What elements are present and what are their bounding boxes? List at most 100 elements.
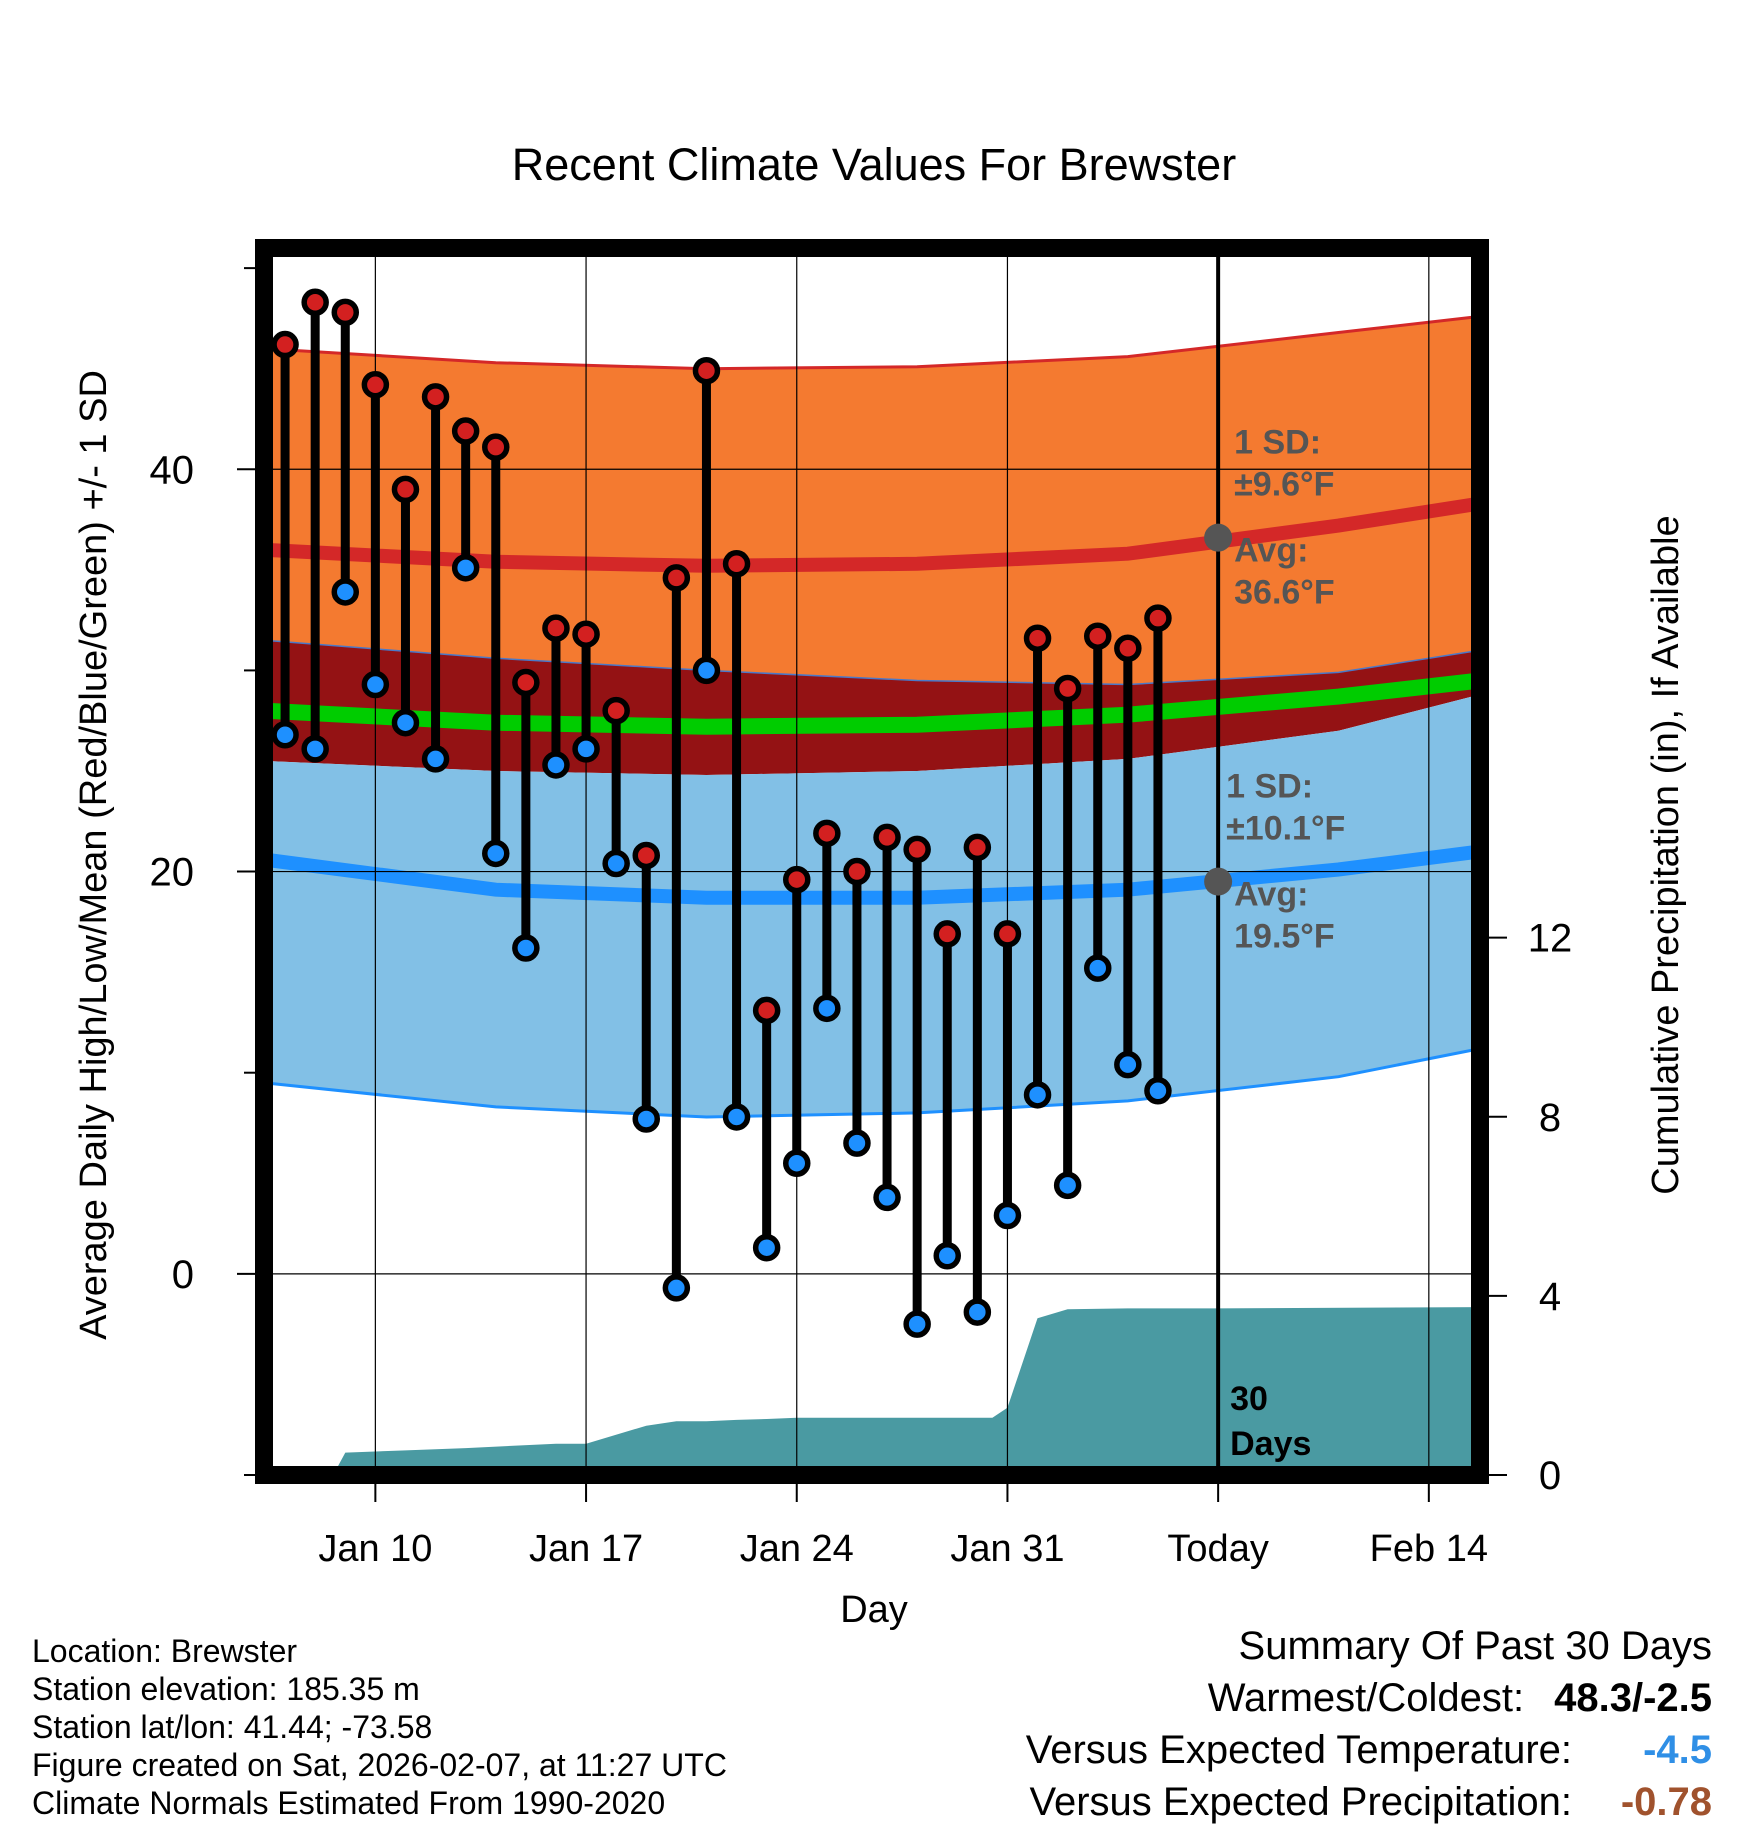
x-tick-label: Jan 17 bbox=[529, 1528, 643, 1570]
normal-mean-band bbox=[264, 640, 1480, 775]
daily-low-point bbox=[271, 721, 299, 749]
daily-high-point bbox=[271, 330, 299, 359]
y-tick-label: 0 bbox=[172, 1253, 194, 1297]
high-sd-label: 1 SD: bbox=[1234, 424, 1321, 462]
daily-high-point bbox=[632, 841, 661, 870]
daily-high-point bbox=[1083, 622, 1112, 650]
daily-low-point bbox=[993, 1201, 1022, 1230]
y2-tick-label: 0 bbox=[1539, 1454, 1561, 1498]
y-tick-label: 20 bbox=[150, 851, 195, 895]
daily-high-point bbox=[301, 288, 329, 317]
summary-warmest-row: Warmest/Coldest: 48.3/-2.5 bbox=[1026, 1672, 1712, 1724]
precipitation-area bbox=[264, 1307, 1480, 1475]
summary-panel: Summary Of Past 30 Days Warmest/Coldest:… bbox=[1026, 1620, 1712, 1828]
daily-high-point bbox=[873, 823, 901, 852]
daily-high-point bbox=[843, 857, 871, 886]
low-avg-value: 19.5°F bbox=[1234, 918, 1335, 956]
summary-temp-row: Versus Expected Temperature: -4.5 bbox=[1026, 1724, 1712, 1776]
normal-low-band bbox=[264, 694, 1480, 1117]
today-high-avg-marker bbox=[1204, 523, 1233, 552]
daily-high-point bbox=[482, 433, 510, 461]
daily-high-point bbox=[361, 371, 390, 399]
daily-low-point bbox=[783, 1149, 811, 1177]
daily-high-point bbox=[813, 819, 841, 848]
summary-warmest-label: Warmest/Coldest: bbox=[1207, 1676, 1525, 1720]
daily-low-point bbox=[903, 1310, 931, 1338]
summary-title: Summary Of Past 30 Days bbox=[1238, 1624, 1712, 1668]
summary-temp-value: -4.5 bbox=[1643, 1728, 1712, 1772]
daily-low-point bbox=[421, 745, 450, 773]
daily-low-point bbox=[813, 994, 841, 1023]
daily-low-point bbox=[542, 751, 570, 779]
low-sd-label: 1 SD: bbox=[1226, 768, 1313, 806]
daily-high-point bbox=[963, 833, 992, 862]
daily-low-point bbox=[632, 1105, 661, 1133]
daily-low-point bbox=[662, 1274, 691, 1302]
daily-high-point bbox=[512, 668, 540, 697]
y2-axis-label: Cumulative Precipitation (in), If Availa… bbox=[1645, 515, 1687, 1194]
high-avg-value: 36.6°F bbox=[1234, 574, 1335, 612]
low-avg-label: Avg: bbox=[1234, 876, 1308, 914]
daily-low-point bbox=[1114, 1050, 1142, 1079]
daily-high-point bbox=[752, 996, 781, 1025]
y2-tick-label: 4 bbox=[1539, 1275, 1561, 1319]
daily-high-point bbox=[542, 614, 570, 642]
daily-high-point bbox=[421, 383, 450, 411]
high-sd-value: ±9.6°F bbox=[1234, 466, 1334, 504]
daily-low-point bbox=[451, 554, 480, 582]
daily-high-point bbox=[572, 620, 600, 648]
daily-low-point bbox=[331, 578, 360, 606]
y-axis-label: Average Daily High/Low/Mean (Red/Blue/Gr… bbox=[73, 370, 115, 1340]
y2-tick-label: 12 bbox=[1528, 917, 1573, 961]
daily-low-point bbox=[752, 1233, 781, 1262]
summary-precip-row: Versus Expected Precipitation: -0.78 bbox=[1026, 1776, 1712, 1828]
x-axis-label: Day bbox=[840, 1589, 908, 1631]
footer-normals: Climate Normals Estimated From 1990-2020 bbox=[32, 1785, 666, 1821]
chart-title: Recent Climate Values For Brewster bbox=[512, 139, 1236, 190]
footer-info: Location: Brewster Station elevation: 18… bbox=[32, 1632, 727, 1822]
x-tick-label: Jan 31 bbox=[950, 1528, 1064, 1570]
footer-location: Location: Brewster bbox=[32, 1633, 298, 1669]
daily-low-point bbox=[692, 656, 721, 685]
y-tick-label: 40 bbox=[150, 448, 195, 492]
daily-low-point bbox=[933, 1241, 961, 1270]
daily-low-point bbox=[361, 670, 390, 699]
daily-low-point bbox=[1053, 1171, 1082, 1200]
daily-high-point bbox=[602, 696, 630, 725]
summary-precip-label: Versus Expected Precipitation: bbox=[1029, 1780, 1572, 1824]
y2-tick-label: 8 bbox=[1539, 1096, 1561, 1140]
low-sd-value: ±10.1°F bbox=[1226, 810, 1345, 848]
days-label-text: Days bbox=[1230, 1425, 1311, 1463]
x-tick-label: Feb 14 bbox=[1370, 1528, 1488, 1570]
daily-low-point bbox=[572, 735, 600, 763]
today-low-avg-marker bbox=[1204, 867, 1233, 896]
daily-high-point bbox=[331, 298, 360, 327]
footer-created: Figure created on Sat, 2026-02-07, at 11… bbox=[32, 1747, 727, 1783]
daily-high-point bbox=[1144, 604, 1172, 632]
daily-high-point bbox=[722, 550, 751, 578]
daily-high-point bbox=[391, 475, 420, 504]
daily-low-point bbox=[843, 1129, 871, 1157]
daily-low-point bbox=[963, 1298, 992, 1326]
daily-low-point bbox=[482, 839, 510, 868]
high-upper-sd-line bbox=[263, 314, 1481, 371]
daily-high-point bbox=[783, 865, 811, 894]
x-tick-label: Jan 10 bbox=[318, 1528, 432, 1570]
daily-low-point bbox=[301, 735, 329, 763]
footer-latlon: Station lat/lon: 41.44; -73.58 bbox=[32, 1709, 433, 1745]
summary-temp-label: Versus Expected Temperature: bbox=[1025, 1728, 1572, 1772]
daily-high-point bbox=[993, 920, 1022, 948]
high-avg-label: Avg: bbox=[1234, 532, 1308, 570]
daily-low-point bbox=[722, 1103, 751, 1131]
daily-low-point bbox=[1023, 1081, 1052, 1109]
x-tick-label: Today bbox=[1167, 1528, 1268, 1570]
summary-warmest-value: 48.3/-2.5 bbox=[1554, 1676, 1712, 1720]
daily-high-point bbox=[1023, 624, 1052, 652]
daily-high-point bbox=[1053, 674, 1082, 703]
daily-high-point bbox=[933, 920, 961, 948]
days-label-number: 30 bbox=[1230, 1380, 1268, 1418]
daily-high-point bbox=[903, 835, 931, 864]
daily-low-point bbox=[1144, 1077, 1172, 1105]
daily-high-point bbox=[662, 564, 691, 592]
